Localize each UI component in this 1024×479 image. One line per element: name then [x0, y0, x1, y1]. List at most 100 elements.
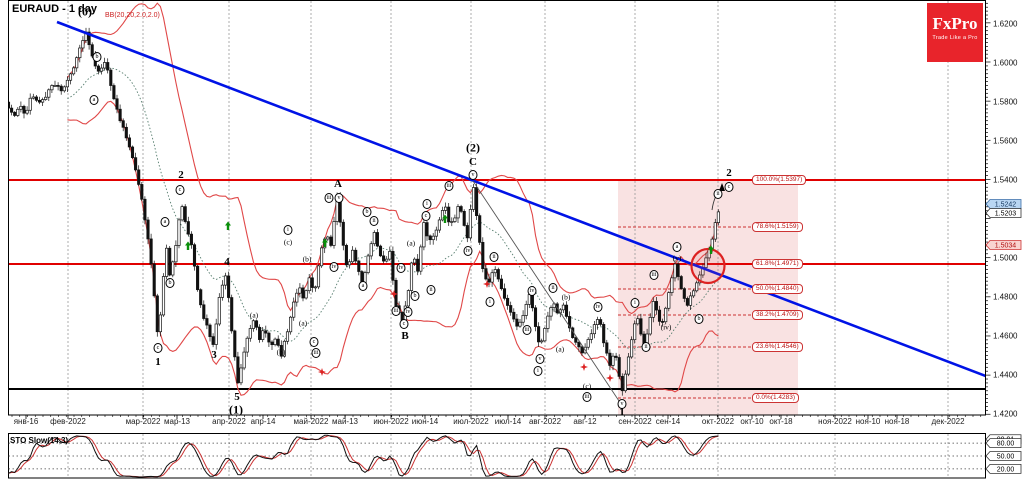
- date-axis-label: авг-12: [573, 417, 597, 426]
- buy-arrow-marker: [225, 221, 231, 230]
- price-axis-label: 1.4800: [993, 292, 1018, 302]
- wave-label: (2): [466, 140, 480, 155]
- fib-level-label: 61.8%(1.4971): [752, 259, 803, 269]
- fib-retracement-zone: [618, 181, 798, 415]
- wave-label: 3: [211, 349, 217, 361]
- wave-label: 4: [224, 256, 230, 268]
- date-axis-label: фев-2022: [50, 417, 86, 426]
- wave-label: i: [485, 297, 495, 307]
- wave-label: ii: [548, 283, 558, 293]
- fib-level-label: 78.6%(1.5159): [752, 222, 803, 232]
- date-axis-label: апр-2022: [212, 417, 246, 426]
- wave-label: i: [283, 225, 293, 235]
- wave-label: (c): [283, 237, 293, 247]
- date-axis-label: окт-10: [740, 417, 764, 426]
- fib-level-label: 50.0%(1.4840): [752, 284, 803, 294]
- wave-label: B: [401, 330, 409, 342]
- buy-arrow-marker: [442, 214, 448, 223]
- date-axis-label: янв-16: [13, 417, 39, 426]
- wave-label: ii: [369, 216, 379, 226]
- wave-label: c: [309, 337, 319, 347]
- date-axis-label: сен-2022: [618, 417, 652, 426]
- price-axis-label: 1.5000: [993, 253, 1018, 263]
- sell-star-marker: [390, 290, 398, 298]
- svg-text:1.5203: 1.5203: [995, 210, 1017, 217]
- date-axis-label: авг-2022: [528, 417, 562, 426]
- svg-text:80.00: 80.00: [997, 441, 1015, 448]
- wave-label: iii: [324, 193, 334, 203]
- date-axis-label: май-2022: [293, 417, 329, 426]
- wave-label: iv: [329, 262, 339, 272]
- date-axis-label: ноя-10: [855, 417, 881, 426]
- date-axis-label: апр-14: [250, 417, 276, 426]
- fxpro-logo: FxPro Trade Like a Pro: [927, 3, 983, 62]
- sto-level-tag: [985, 463, 1022, 474]
- wave-label: v: [334, 193, 344, 203]
- wave-label: iv: [403, 307, 413, 317]
- wave-label: a: [672, 242, 682, 252]
- wave-label: c: [421, 211, 431, 221]
- wave-label: c: [399, 319, 409, 329]
- wave-label: ii: [641, 342, 651, 352]
- sell-star-marker: [318, 368, 326, 376]
- highlight-circle: [690, 247, 726, 285]
- wave-label: c: [153, 343, 163, 353]
- wave-label: c: [175, 185, 185, 195]
- date-axis-label: окт-2022: [701, 417, 735, 426]
- wave-label: b: [410, 291, 420, 301]
- date-axis-label: сен-14: [655, 417, 681, 426]
- fib-level-label: 100.0%(1.5397): [752, 175, 807, 185]
- date-axis-label: мар-2022: [125, 417, 161, 426]
- wave-label: v: [468, 170, 478, 180]
- wave-label: 1: [155, 356, 161, 368]
- wave-label: iii: [582, 392, 592, 402]
- date-axis-label: окт-18: [769, 417, 793, 426]
- wave-label: a: [89, 95, 99, 105]
- wave-label: iv: [593, 302, 603, 312]
- wave-label: v: [535, 354, 545, 364]
- price-axis-label: 1.5800: [993, 97, 1018, 107]
- wave-label: iii: [649, 270, 659, 280]
- stochastic-series: [8, 434, 719, 478]
- wave-label: a: [160, 217, 170, 227]
- wave-label: (0): [78, 4, 92, 19]
- wave-label: iv: [527, 286, 537, 296]
- wave-label: A: [334, 178, 342, 190]
- sto-level-tag: [985, 451, 1022, 461]
- wave-label: ii: [426, 285, 436, 295]
- wave-label: (a): [249, 310, 259, 320]
- price-axis-label: 1.4600: [993, 331, 1018, 341]
- wave-label: i: [630, 298, 640, 308]
- price-axis-label: 1.5600: [993, 136, 1018, 146]
- price-axis-label: 1.4400: [993, 370, 1018, 380]
- wave-label: 5: [234, 391, 240, 403]
- candlestick-series: [8, 27, 720, 396]
- stochastic-legend: STO Slow(14,3): [10, 436, 69, 445]
- fib-level-label: 0.0%(1.4283): [752, 393, 800, 403]
- wave-label: (v): [672, 253, 682, 263]
- wave-label: v: [617, 399, 627, 409]
- date-axis-label: июл-14: [494, 417, 522, 426]
- wave-label: 2: [178, 169, 184, 181]
- price-tag: [985, 199, 1022, 209]
- sto-level-tag: [985, 438, 1022, 449]
- svg-text:1.5034: 1.5034: [995, 242, 1017, 249]
- wave-label: c: [724, 182, 734, 192]
- wave-label: a: [358, 281, 368, 291]
- wave-label: iv: [396, 263, 406, 273]
- buy-arrow-marker: [185, 241, 191, 250]
- buy-arrow-marker: [708, 245, 714, 254]
- date-axis-label: дек-2022: [931, 417, 965, 426]
- price-axis-label: 1.5400: [993, 175, 1018, 185]
- fxpro-logo-subtitle: Trade Like a Pro: [932, 35, 978, 41]
- date-axis-label: ноя-2022: [818, 417, 852, 426]
- wave-c-decline-line: [472, 180, 624, 408]
- wave-label: ii: [489, 252, 499, 262]
- wave-label: C: [469, 156, 477, 168]
- wave-label: (c): [582, 381, 592, 391]
- date-axis-label: июн-2022: [373, 417, 409, 426]
- wave-label: i: [533, 366, 543, 376]
- fib-level-label: 38.2%(1.4709): [752, 310, 803, 320]
- wave-label: (b): [276, 347, 286, 357]
